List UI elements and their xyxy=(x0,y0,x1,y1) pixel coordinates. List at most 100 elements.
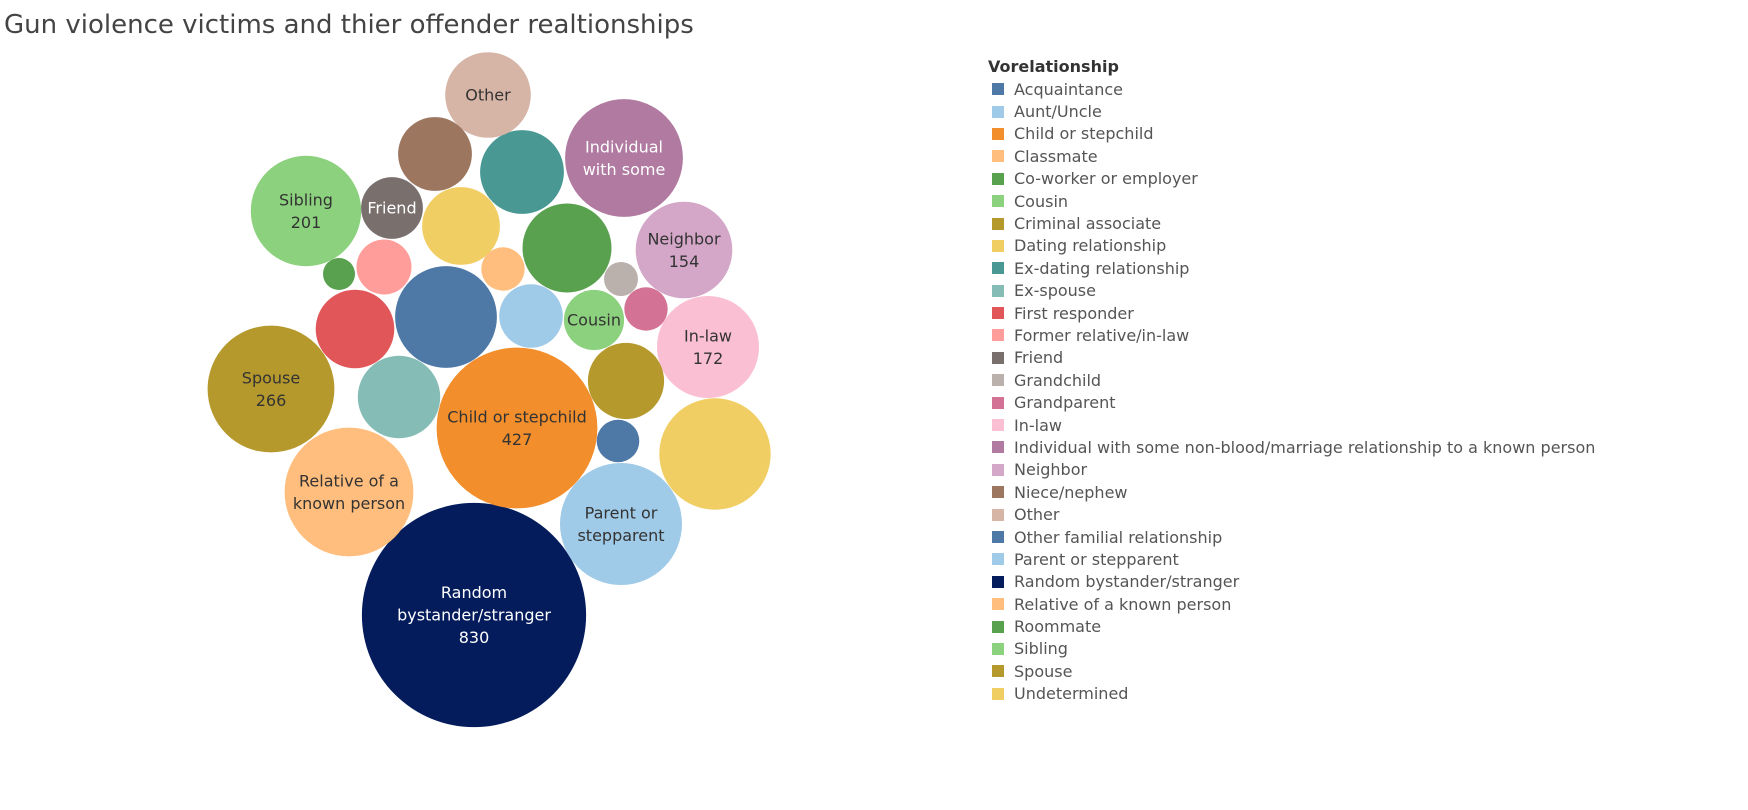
bubble-former-relative-in-law[interactable] xyxy=(356,239,412,295)
legend-swatch xyxy=(992,351,1004,364)
bubble-neighbor[interactable]: Neighbor 154 xyxy=(635,201,733,299)
legend-item-criminal-associate[interactable]: Criminal associate xyxy=(988,212,1595,234)
bubble-circle[interactable] xyxy=(560,463,682,585)
bubble-circle[interactable] xyxy=(357,355,441,439)
bubble-individual-with-some-non-blood-marriage-relationship-to-a-known-person[interactable]: Individual with some xyxy=(565,99,683,217)
legend-item-niece-nephew[interactable]: Niece/nephew xyxy=(988,481,1595,503)
bubble-other[interactable]: Other xyxy=(445,52,531,138)
bubble-circle[interactable] xyxy=(398,117,472,191)
bubble-label: Sibling xyxy=(279,190,333,209)
legend-item-roommate[interactable]: Roommate xyxy=(988,615,1595,637)
legend-label: Classmate xyxy=(1014,146,1098,166)
bubble-ex-spouse[interactable] xyxy=(357,355,441,439)
bubble-parent-or-stepparent[interactable]: Parent or stepparent xyxy=(560,463,682,585)
bubble-circle[interactable] xyxy=(315,289,395,369)
bubble-circle[interactable] xyxy=(436,347,598,509)
legend-title: Vorelationship xyxy=(988,57,1119,76)
legend-item-first-responder[interactable]: First responder xyxy=(988,302,1595,324)
legend-item-ex-dating-relationship[interactable]: Ex-dating relationship xyxy=(988,257,1595,279)
bubble-spouse[interactable]: Spouse 266 xyxy=(207,325,335,453)
bubble-circle[interactable] xyxy=(604,262,638,296)
bubble-circle[interactable] xyxy=(481,247,525,291)
bubble-ex-dating-relationship[interactable] xyxy=(480,130,564,214)
bubble-label: bystander/stranger xyxy=(397,606,551,625)
bubble-roommate[interactable] xyxy=(323,258,355,290)
legend-item-ex-spouse[interactable]: Ex-spouse xyxy=(988,280,1595,302)
bubble-circle[interactable] xyxy=(356,239,412,295)
legend-item-random-bystander-stranger[interactable]: Random bystander/stranger xyxy=(988,571,1595,593)
legend-item-parent-or-stepparent[interactable]: Parent or stepparent xyxy=(988,548,1595,570)
bubble-circle[interactable] xyxy=(284,427,414,557)
bubble-circle[interactable] xyxy=(499,284,563,348)
bubble-child-or-stepchild[interactable]: Child or stepchild 427 xyxy=(436,347,598,509)
bubble-circle[interactable] xyxy=(422,187,500,265)
legend-swatch xyxy=(992,105,1004,118)
legend-swatch xyxy=(992,195,1004,208)
bubble-circle[interactable] xyxy=(596,419,640,463)
legend-item-neighbor[interactable]: Neighbor xyxy=(988,459,1595,481)
legend-item-other[interactable]: Other xyxy=(988,503,1595,525)
bubble-acquaintance[interactable] xyxy=(395,266,497,368)
legend-item-undetermined[interactable]: Undetermined xyxy=(988,683,1595,705)
bubble-classmate[interactable] xyxy=(481,247,525,291)
bubble-in-law[interactable]: In-law 172 xyxy=(657,296,759,398)
bubble-circle[interactable] xyxy=(361,177,423,239)
bubble-cousin[interactable]: Cousin xyxy=(563,289,625,351)
bubble-dating-relationship[interactable] xyxy=(422,187,500,265)
legend-item-dating-relationship[interactable]: Dating relationship xyxy=(988,235,1595,257)
bubble-friend[interactable]: Friend xyxy=(361,177,423,239)
bubble-circle[interactable] xyxy=(361,502,587,728)
legend-item-cousin[interactable]: Cousin xyxy=(988,190,1595,212)
bubble-circle[interactable] xyxy=(624,287,668,331)
bubble-circle[interactable] xyxy=(323,258,355,290)
bubble-sibling[interactable]: Sibling 201 xyxy=(250,155,362,267)
legend-item-sibling[interactable]: Sibling xyxy=(988,638,1595,660)
bubble-circle[interactable] xyxy=(563,289,625,351)
bubble-circle[interactable] xyxy=(480,130,564,214)
bubble-niece-nephew[interactable] xyxy=(398,117,472,191)
legend-label: Undetermined xyxy=(1014,684,1129,704)
bubble-circle[interactable] xyxy=(565,99,683,217)
legend-item-friend[interactable]: Friend xyxy=(988,347,1595,369)
bubble-co-worker-or-employer[interactable] xyxy=(522,203,612,293)
bubble-circle[interactable] xyxy=(659,398,771,510)
bubble-label: 172 xyxy=(693,349,724,368)
bubble-undetermined[interactable] xyxy=(659,398,771,510)
legend-item-co-worker-or-employer[interactable]: Co-worker or employer xyxy=(988,168,1595,190)
bubble-circle[interactable] xyxy=(250,155,362,267)
bubble-circle[interactable] xyxy=(522,203,612,293)
legend-label: Cousin xyxy=(1014,191,1069,211)
legend-item-classmate[interactable]: Classmate xyxy=(988,145,1595,167)
legend-item-grandparent[interactable]: Grandparent xyxy=(988,391,1595,413)
bubble-circle[interactable] xyxy=(395,266,497,368)
legend-item-acquaintance[interactable]: Acquaintance xyxy=(988,78,1595,100)
bubble-circle[interactable] xyxy=(207,325,335,453)
legend-label: Roommate xyxy=(1014,617,1102,637)
legend-item-other-familial-relationship[interactable]: Other familial relationship xyxy=(988,526,1595,548)
bubble-criminal-associate[interactable] xyxy=(587,342,665,420)
bubble-grandparent[interactable] xyxy=(624,287,668,331)
legend-item-relative-of-a-known-person[interactable]: Relative of a known person xyxy=(988,593,1595,615)
legend-item-grandchild[interactable]: Grandchild xyxy=(988,369,1595,391)
bubble-relative-of-a-known-person[interactable]: Relative of a known person xyxy=(284,427,414,557)
bubble-circle[interactable] xyxy=(587,342,665,420)
legend-item-individual-with-some-non-blood-marriage-relationship-to-a-known-person[interactable]: Individual with some non-blood/marriage … xyxy=(988,436,1595,458)
bubble-circle[interactable] xyxy=(445,52,531,138)
bubble-label: Individual xyxy=(585,137,663,156)
legend-item-child-or-stepchild[interactable]: Child or stepchild xyxy=(988,123,1595,145)
legend-label: In-law xyxy=(1014,415,1062,435)
bubble-grandchild[interactable] xyxy=(604,262,638,296)
bubble-aunt-uncle[interactable] xyxy=(499,284,563,348)
legend-item-spouse[interactable]: Spouse xyxy=(988,660,1595,682)
bubble-other-familial-relationship[interactable] xyxy=(596,419,640,463)
legend-item-in-law[interactable]: In-law xyxy=(988,414,1595,436)
bubble-first-responder[interactable] xyxy=(315,289,395,369)
bubble-circle[interactable] xyxy=(657,296,759,398)
legend-swatch xyxy=(992,575,1004,588)
bubble-random-bystander-stranger[interactable]: Random bystander/stranger 830 xyxy=(361,502,587,728)
bubble-circle[interactable] xyxy=(635,201,733,299)
legend-item-former-relative-in-law[interactable]: Former relative/in-law xyxy=(988,324,1595,346)
legend-label: Ex-spouse xyxy=(1014,281,1096,301)
legend-item-aunt-uncle[interactable]: Aunt/Uncle xyxy=(988,100,1595,122)
bubble-chart: Random bystander/stranger 830 Child or step… xyxy=(207,52,771,728)
